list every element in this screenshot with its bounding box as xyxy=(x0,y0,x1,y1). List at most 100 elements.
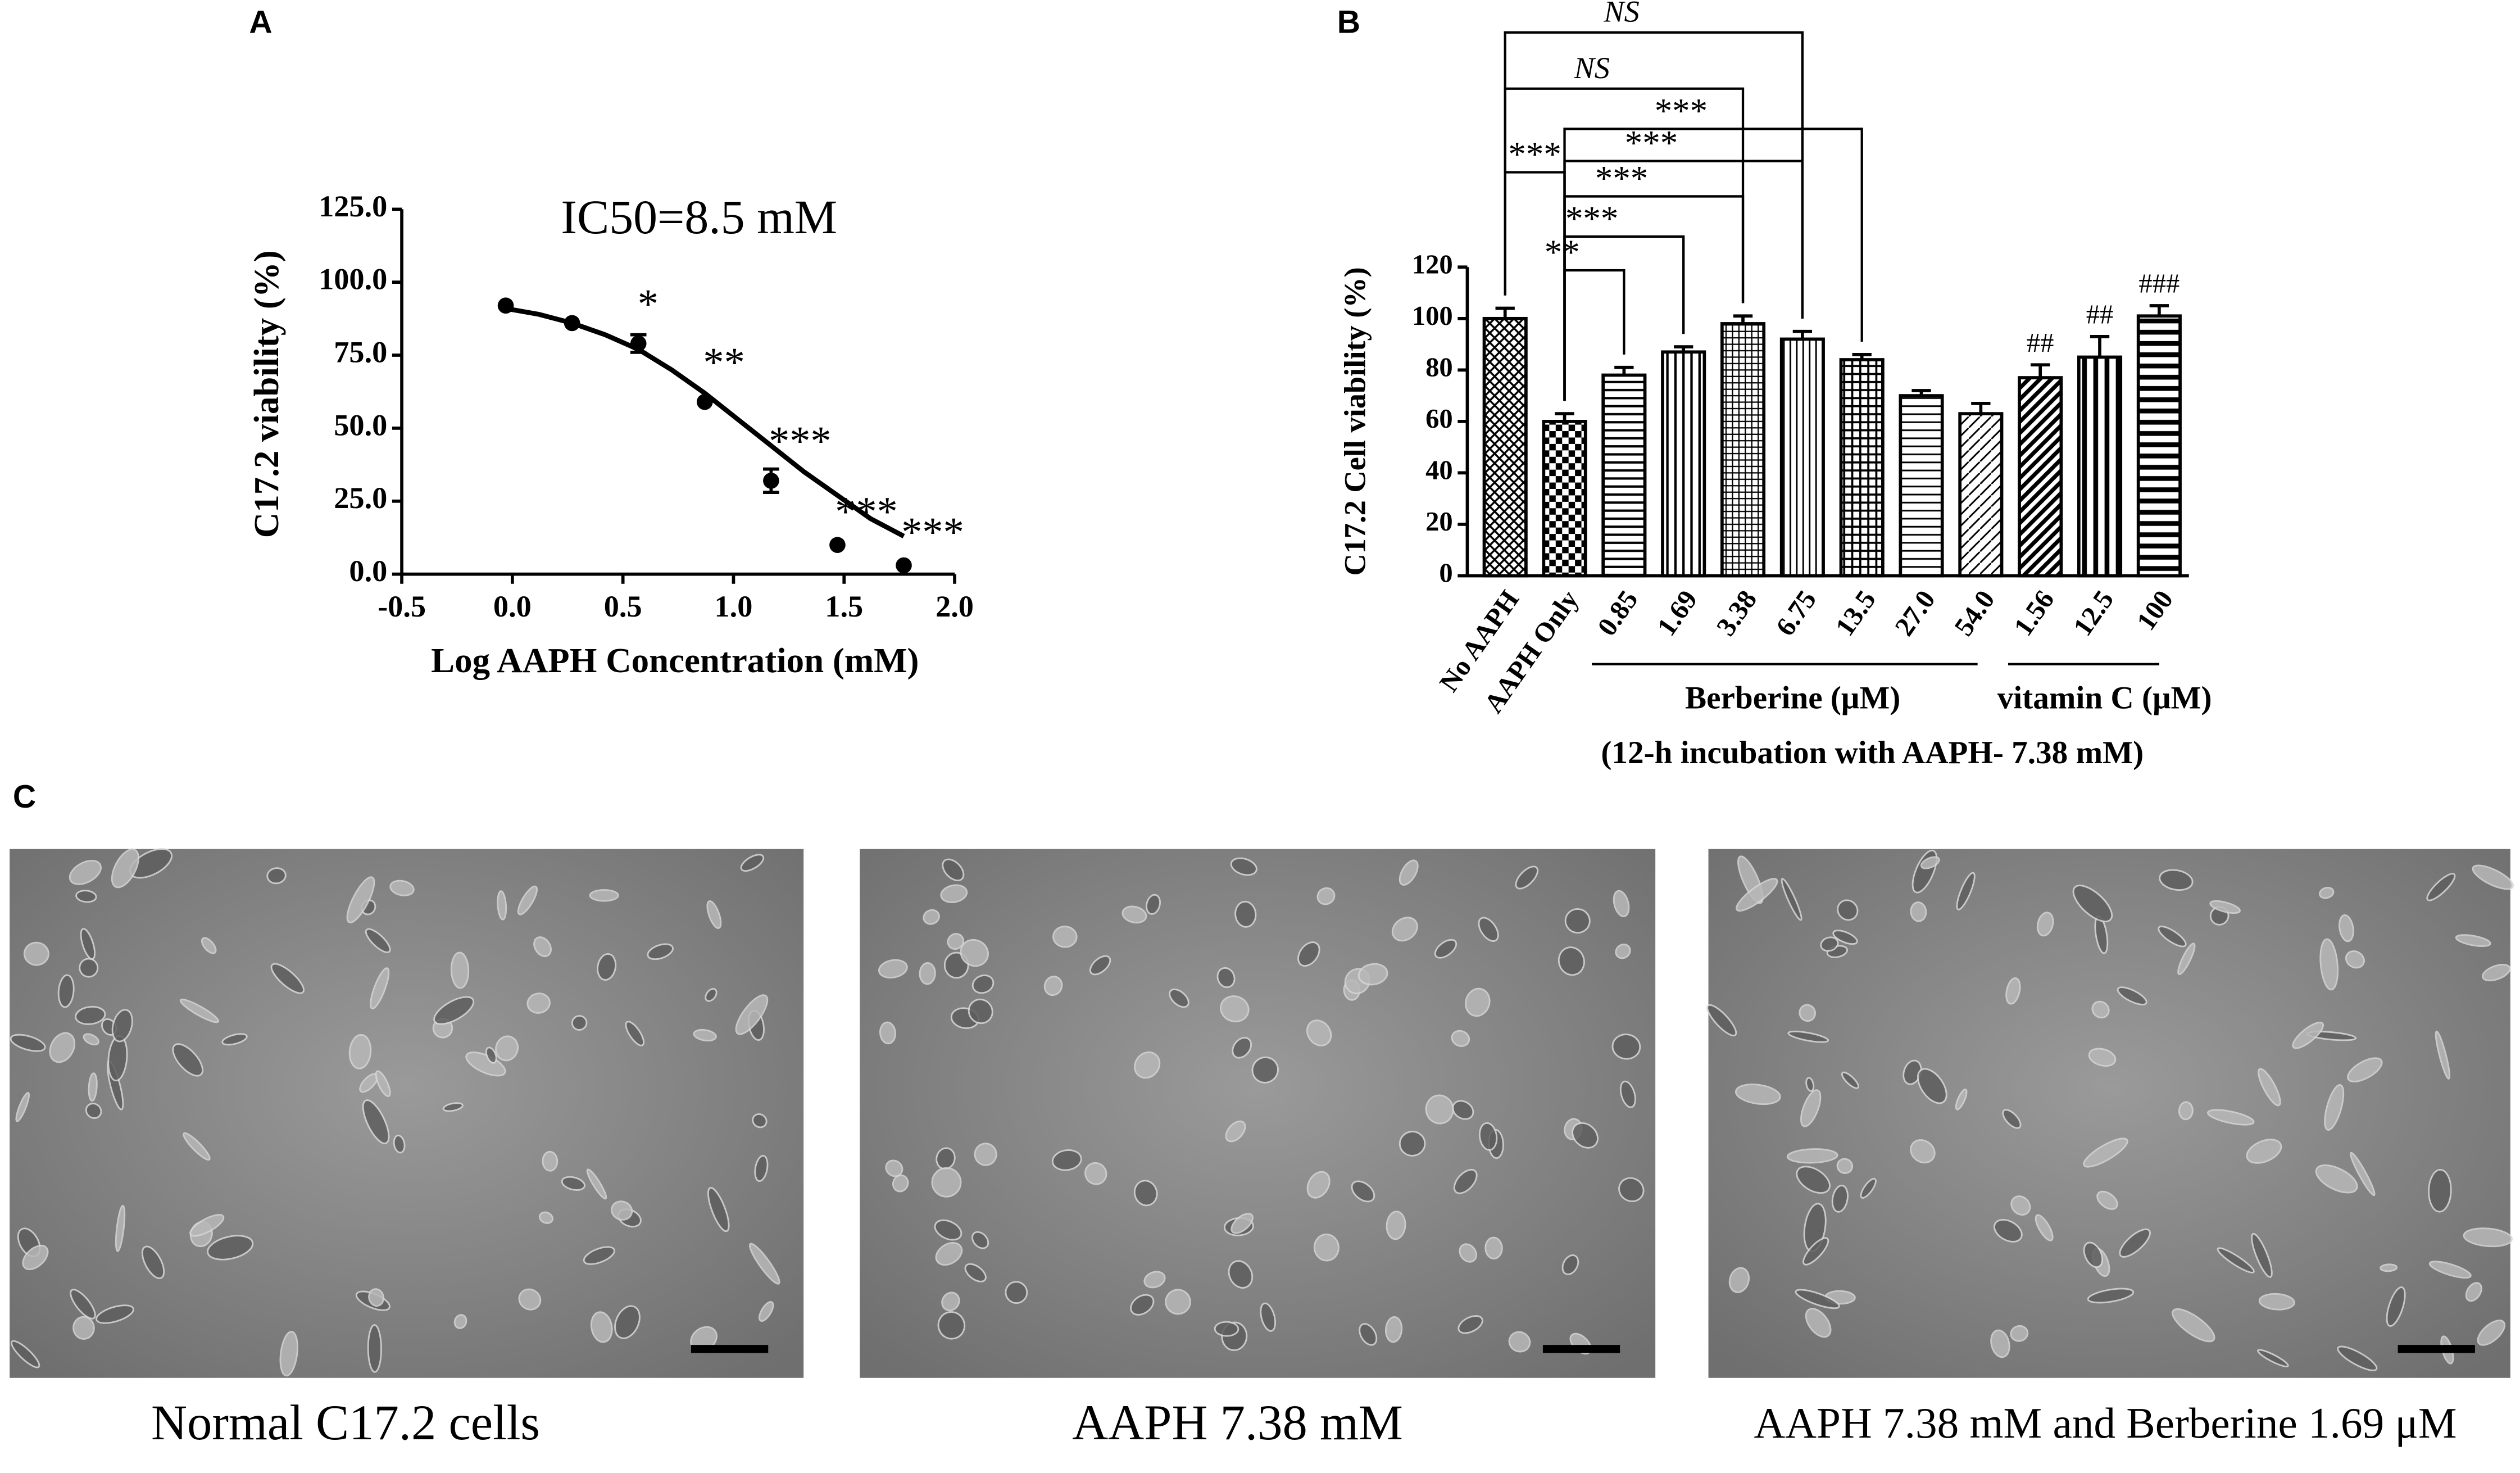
cell xyxy=(1561,1254,1579,1275)
cell xyxy=(885,1159,903,1177)
significance-label: ### xyxy=(2138,269,2180,299)
bar xyxy=(1779,337,1825,578)
cell xyxy=(1728,1267,1750,1293)
cell xyxy=(96,1304,134,1324)
y-tick-label: 120 xyxy=(1412,249,1453,279)
cell xyxy=(583,1246,615,1265)
cell xyxy=(1786,1148,1838,1164)
cell xyxy=(974,1143,997,1166)
x-tick-label: 1.69 xyxy=(1651,585,1703,642)
cell xyxy=(2339,914,2354,942)
y-tick-label: 0.0 xyxy=(349,554,387,588)
significance-label: *** xyxy=(835,489,898,535)
cell xyxy=(1558,946,1585,976)
cell xyxy=(1956,872,1976,910)
cell xyxy=(960,939,989,967)
cell xyxy=(968,998,993,1025)
cell xyxy=(1232,1037,1252,1059)
error-bar xyxy=(2090,334,2110,357)
cell xyxy=(2258,1293,2295,1311)
cell xyxy=(2472,864,2514,890)
cell xyxy=(1225,1120,1246,1143)
cell xyxy=(705,988,718,1002)
cell xyxy=(1089,955,1111,976)
cell xyxy=(72,1316,95,1340)
cell xyxy=(362,1099,390,1144)
cell xyxy=(2463,1227,2513,1248)
x-tick-label: 12.5 xyxy=(2067,585,2119,642)
cell xyxy=(2347,1057,2383,1082)
error-bar xyxy=(1495,306,1515,319)
cell xyxy=(85,1103,102,1119)
cell xyxy=(11,1340,40,1368)
cell xyxy=(1564,908,1591,934)
cell xyxy=(2083,1241,2104,1268)
cell xyxy=(2319,887,2335,899)
footnote: (12-h incubation with AAPH- 7.38 mM) xyxy=(1601,735,2144,771)
cell xyxy=(647,943,674,960)
cell xyxy=(1917,1068,1947,1104)
comparison-label: ** xyxy=(1545,233,1580,272)
y-tick-label: 100.0 xyxy=(319,262,387,296)
cell xyxy=(706,900,722,929)
cell xyxy=(1220,995,1250,1023)
cell xyxy=(2251,1232,2273,1278)
cell xyxy=(2005,977,2021,1005)
cell xyxy=(1214,1321,1239,1337)
cell xyxy=(433,996,475,1025)
cell xyxy=(934,1219,962,1241)
bar xyxy=(2136,314,2182,578)
cell xyxy=(172,1043,203,1077)
cell xyxy=(1313,1234,1340,1262)
comparison-label: *** xyxy=(1508,134,1561,174)
comparison-label: *** xyxy=(1625,123,1678,162)
error-bar xyxy=(1971,401,1991,414)
y-tick-label: 0 xyxy=(1439,558,1452,588)
group-label: vitamin C (μM) xyxy=(1997,681,2212,716)
cell xyxy=(1384,1316,1403,1343)
cell xyxy=(1230,857,1257,876)
cell xyxy=(1910,901,1927,922)
cell xyxy=(70,1289,96,1320)
cell xyxy=(442,1102,464,1112)
cell xyxy=(1920,856,1940,869)
x-tick-label: 13.5 xyxy=(1829,585,1882,642)
y-axis-title: C17.2 Cell viability (%) xyxy=(1338,267,1372,575)
cell xyxy=(1357,963,1388,986)
cell xyxy=(2428,1168,2452,1213)
cell xyxy=(1799,1004,1816,1022)
x-tick-label: 27.0 xyxy=(1889,585,1941,642)
significance-label: *** xyxy=(901,510,964,556)
cell xyxy=(2345,950,2365,969)
cell xyxy=(1478,917,1499,942)
cell xyxy=(79,958,99,978)
bar xyxy=(1661,350,1706,578)
cell xyxy=(2258,1068,2281,1107)
cell xyxy=(937,1311,966,1340)
cell xyxy=(964,1263,987,1282)
cell xyxy=(1805,1077,1815,1092)
cell xyxy=(270,963,305,994)
cell xyxy=(1434,939,1457,959)
cell xyxy=(2482,964,2511,982)
cell xyxy=(2477,1320,2505,1346)
data-point xyxy=(564,315,580,332)
cell xyxy=(571,1015,588,1031)
cell xyxy=(1043,976,1063,996)
cell xyxy=(370,967,390,1009)
cell xyxy=(88,1072,98,1102)
cell xyxy=(1618,1177,1645,1202)
cell xyxy=(752,1113,768,1128)
x-tick-label: 1.56 xyxy=(2008,585,2060,642)
cell xyxy=(49,1032,76,1063)
cell xyxy=(707,1186,730,1232)
cell xyxy=(879,1021,896,1045)
cell xyxy=(2435,1030,2451,1080)
cell xyxy=(2315,1164,2358,1194)
cell xyxy=(2319,938,2339,991)
cell xyxy=(1306,1019,1332,1046)
cell xyxy=(2172,1308,2215,1343)
cell xyxy=(1802,1237,1829,1266)
cell xyxy=(1478,1122,1498,1151)
